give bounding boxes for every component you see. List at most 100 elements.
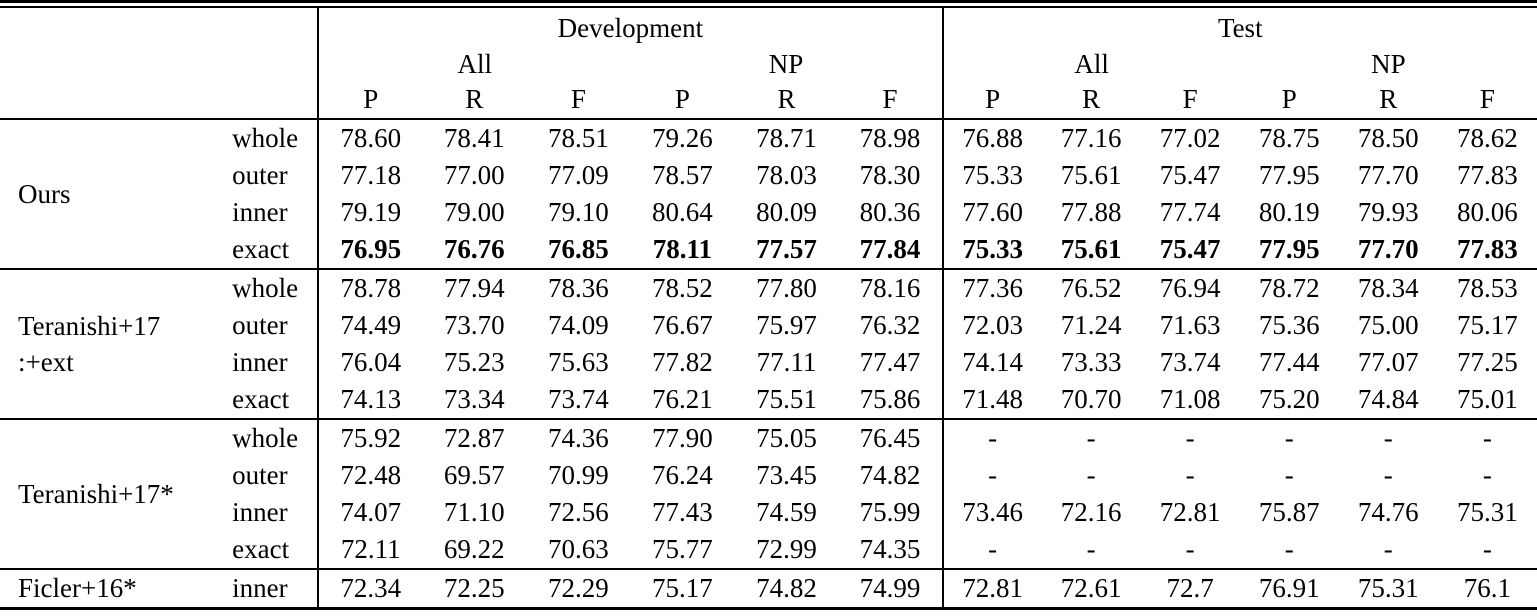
value-cell: 75.31 [1457, 497, 1518, 527]
value-cell: 74.35 [859, 534, 921, 564]
value-cell: 77.60 [941, 194, 1042, 231]
value-cell: 76.32 [859, 310, 921, 340]
table-row: Teranishi+17* whole 75.92 72.87 74.36 77.90 75… [0, 418, 1537, 569]
value-cell: 78.30 [859, 160, 921, 190]
value-cell: 75.61 [1060, 234, 1122, 264]
value-cell: 72.34 [317, 568, 423, 609]
row-label: exact [232, 234, 290, 264]
metric-header: R [1082, 84, 1101, 114]
value-cell: 75.97 [756, 310, 817, 340]
value-cell: - [1383, 534, 1393, 564]
value-cell: 71.63 [1159, 310, 1221, 340]
value-cell: 78.50 [1357, 123, 1419, 153]
value-cell: 74.13 [317, 381, 423, 419]
value-cell: 75.33 [941, 157, 1042, 194]
metric-header: F [1479, 84, 1495, 114]
value-cell: 78.75 [1258, 123, 1320, 153]
value-cell: 75.31 [1338, 568, 1438, 609]
value-cell: 76.21 [652, 384, 713, 414]
value-cell: 74.14 [941, 344, 1042, 381]
table-row: outer 77.18 77.00 77.09 78.57 78.03 78.30 75.33… [0, 157, 1537, 194]
value-cell: - [1086, 460, 1096, 490]
value-cell: 78.98 [859, 123, 921, 153]
value-cell: 76.67 [652, 310, 713, 340]
value-cell: 74.84 [1357, 384, 1419, 414]
value-cell: 76.1 [1437, 568, 1537, 609]
value-cell: 79.93 [1357, 197, 1419, 227]
value-cell: - [1086, 534, 1096, 564]
value-cell: - [1185, 534, 1195, 564]
value-cell: 77.16 [1060, 123, 1122, 153]
value-cell: 78.71 [756, 123, 817, 153]
metric-header: R [465, 84, 484, 114]
value-cell: 71.48 [941, 381, 1042, 419]
value-cell: 77.82 [652, 347, 713, 377]
value-cell: 75.92 [317, 418, 423, 457]
value-cell: 75.47 [1159, 234, 1221, 264]
value-cell: 77.36 [941, 268, 1042, 307]
value-cell: 73.70 [443, 310, 505, 340]
row-label: whole [232, 123, 299, 153]
value-cell: 78.78 [317, 268, 423, 307]
value-cell: 72.61 [1041, 568, 1141, 609]
value-cell: 80.19 [1258, 197, 1320, 227]
value-cell: 77.18 [317, 157, 423, 194]
table-row: Ours whole 78.60 78.41 78.51 79.26 78.71 78.98 7… [0, 119, 1537, 209]
row-label: outer [232, 160, 288, 190]
table-row: inner 79.19 79.00 79.10 80.64 80.09 80.36 77.60… [0, 194, 1537, 231]
value-cell: 73.45 [756, 460, 817, 490]
value-cell: 77.95 [1258, 160, 1320, 190]
value-cell: 74.59 [756, 497, 817, 527]
value-cell: 75.33 [941, 231, 1042, 269]
value-cell: 75.63 [547, 347, 609, 377]
value-cell: 77.11 [756, 347, 817, 377]
value-cell: 78.60 [317, 119, 423, 157]
value-cell: 79.10 [547, 197, 609, 227]
value-cell: 77.47 [859, 347, 921, 377]
value-cell: - [1383, 460, 1393, 490]
value-cell: 75.77 [652, 534, 713, 564]
value-cell: 78.03 [756, 160, 817, 190]
value-cell: 78.72 [1239, 268, 1339, 307]
value-cell: 78.36 [526, 268, 631, 307]
value-cell: 75.87 [1258, 497, 1320, 527]
row-group-name: Ours [18, 178, 71, 209]
results-table: Development Test All NP All NP P R F P R… [0, 6, 1537, 610]
corner-blank [0, 48, 318, 81]
value-cell: 73.46 [941, 494, 1042, 531]
value-cell: 76.94 [1140, 268, 1240, 307]
subgroup-header-row: All NP All NP [0, 48, 1537, 81]
row-label: whole [230, 418, 319, 457]
table-row: outer 74.49 73.70 74.09 76.67 75.97 76.32 72.03… [0, 307, 1537, 344]
table-row: Ficler+16* inner 72.34 72.25 72.29 75.17 74.82… [0, 568, 1537, 609]
row-label: outer [232, 310, 288, 340]
value-cell: 79.00 [443, 197, 505, 227]
value-cell: 76.24 [652, 460, 713, 490]
row-label: exact [232, 384, 290, 414]
row-label: inner [232, 197, 288, 227]
row-group-name: Teranishi+17* [0, 418, 231, 569]
value-cell: - [1284, 460, 1294, 490]
row-label: inner [230, 568, 319, 609]
value-cell: 74.49 [317, 307, 423, 344]
value-cell: - [941, 531, 1042, 569]
value-cell: 77.80 [734, 268, 839, 307]
value-cell: 73.74 [1159, 347, 1221, 377]
value-cell: 74.36 [526, 418, 631, 457]
value-cell: 72.03 [941, 307, 1042, 344]
value-cell: 70.63 [547, 534, 609, 564]
value-cell: 77.88 [1060, 197, 1122, 227]
metric-header: P [941, 81, 1042, 119]
row-label: outer [232, 460, 288, 490]
value-cell: 72.99 [756, 534, 817, 564]
value-cell: 75.17 [1457, 310, 1518, 340]
value-cell: 75.51 [756, 384, 817, 414]
metric-header: R [1379, 84, 1398, 114]
value-cell: 75.05 [734, 418, 839, 457]
metric-header: R [777, 84, 796, 114]
corner-blank [0, 7, 318, 48]
value-cell: 76.85 [547, 234, 609, 264]
table-row: exact 74.13 73.34 73.74 76.21 75.51 75.86 71.48… [0, 381, 1537, 419]
subgroup-header-test-all: All [941, 48, 1240, 81]
value-cell: - [1239, 418, 1339, 457]
